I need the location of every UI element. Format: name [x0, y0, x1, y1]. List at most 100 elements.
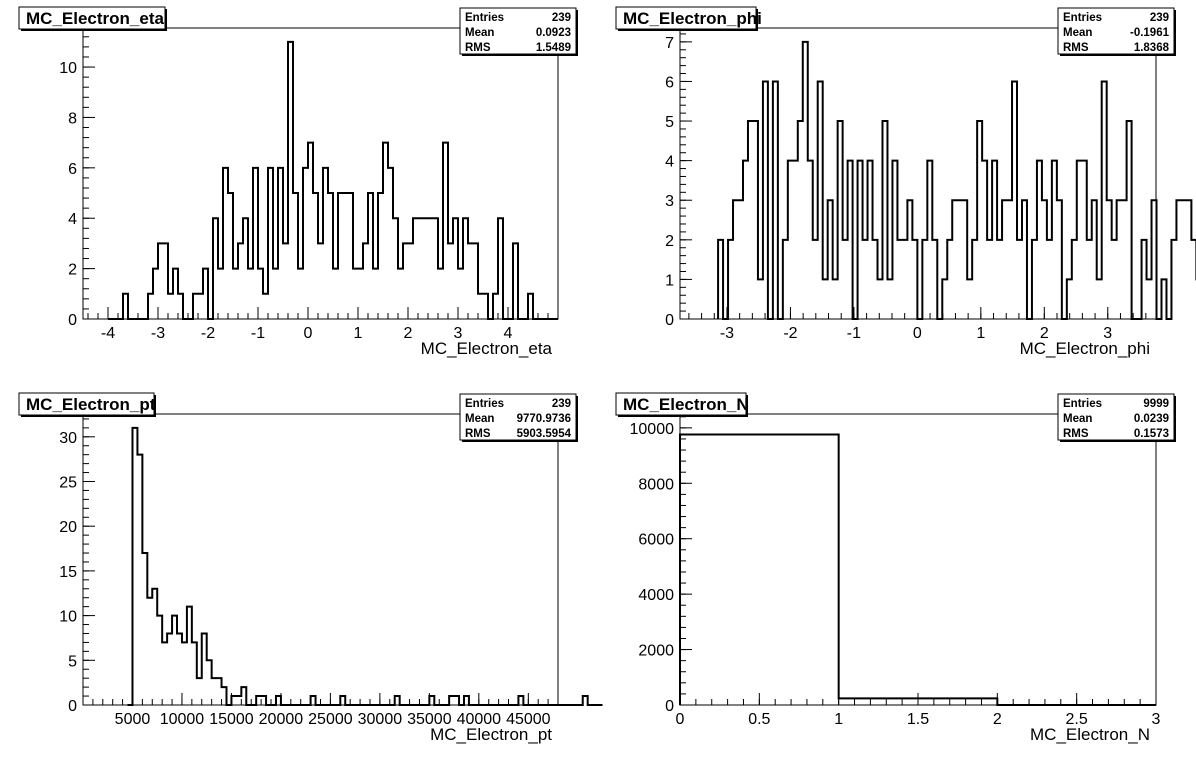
x-tick-label: -3 [720, 325, 734, 342]
stats-label: Mean [1063, 27, 1092, 39]
x-tick-label: -3 [151, 325, 165, 342]
plot-title: MC_Electron_phi [623, 9, 762, 28]
stats-value: 0.0923 [536, 27, 571, 39]
stats-value: 9999 [1143, 398, 1169, 410]
stats-label: Mean [1063, 413, 1092, 425]
stats-value: 5903.5954 [517, 428, 572, 440]
x-tick-label: -2 [783, 325, 797, 342]
histogram-series [108, 40, 558, 320]
plot-title-box: MC_Electron_phi [615, 6, 762, 31]
title-shadow [618, 29, 758, 31]
plot-title-box: MC_Electron_eta [18, 6, 167, 31]
stats-shadow [1174, 10, 1176, 56]
x-tick-label: -4 [101, 325, 115, 342]
x-tick-label: 25000 [308, 711, 353, 728]
x-tick-label: 15000 [209, 711, 254, 728]
y-tick-label: 0 [665, 698, 674, 715]
y-tick-label: 1 [665, 272, 674, 289]
y-tick-label: 15 [59, 564, 77, 581]
y-tick-label: 2 [68, 262, 77, 279]
y-tick-label: 6 [665, 74, 674, 91]
x-tick-label: 35000 [407, 711, 452, 728]
stats-frame [459, 393, 577, 441]
y-tick-label: 2000 [638, 643, 674, 660]
plot-title-box: MC_Electron_N [615, 392, 749, 417]
stats-box: Entries 239 Mean -0.1961 RMS 1.8368 [1057, 7, 1176, 56]
x-tick-label: -2 [201, 325, 215, 342]
title-shadow [165, 9, 167, 31]
title-shadow [154, 395, 156, 417]
stats-label: Entries [1063, 398, 1102, 410]
x-tick-label: 1 [976, 325, 985, 342]
y-tick-label: 30 [59, 430, 77, 447]
x-axis-title: MC_Electron_eta [421, 339, 553, 358]
x-axis-title: MC_Electron_N [1030, 725, 1150, 744]
stats-shadow [576, 10, 578, 56]
x-tick-label: 1.5 [907, 711, 929, 728]
x-tick-label: 30000 [358, 711, 403, 728]
x-tick-label: 3 [1152, 711, 1161, 728]
x-tick-label: 3 [1103, 325, 1112, 342]
x-tick-label: 0 [304, 325, 313, 342]
stats-shadow [462, 440, 578, 442]
stats-frame [1057, 7, 1175, 55]
y-tick-label: 6 [68, 161, 77, 178]
stats-box: Entries 239 Mean 9770.9736 RMS 5903.5954 [459, 393, 578, 442]
stats-label: Mean [465, 413, 494, 425]
plot-title: MC_Electron_eta [26, 9, 164, 28]
stats-label: Entries [465, 398, 504, 410]
y-tick-label: 0 [68, 698, 77, 715]
x-tick-label: 5000 [115, 711, 151, 728]
y-tick-label: 5 [68, 653, 77, 670]
x-tick-label: 1 [834, 711, 843, 728]
stats-label: Entries [465, 12, 504, 24]
y-tick-label: 2 [665, 233, 674, 250]
histogram-pad-3: 0 5 10 15 20 25 30 5000 10000 15000 20000 25000 3000… [18, 392, 603, 744]
stats-value: 1.8368 [1134, 42, 1170, 54]
stats-label: RMS [465, 428, 491, 440]
stats-shadow [576, 396, 578, 442]
x-tick-label: 2 [1040, 325, 1049, 342]
stats-value: -0.1961 [1130, 27, 1170, 39]
y-tick-label: 8000 [638, 476, 674, 493]
stats-value: 239 [552, 12, 571, 24]
stats-box: Entries 9999 Mean 0.0239 RMS 0.1573 [1057, 393, 1176, 442]
title-shadow [618, 415, 748, 417]
y-tick-label: 0 [68, 312, 77, 329]
x-axis-title: MC_Electron_phi [1020, 339, 1150, 358]
y-tick-label: 5 [665, 114, 674, 131]
plot-frame [82, 27, 559, 320]
y-tick-label: 10 [59, 609, 77, 626]
x-tick-label: 2 [993, 711, 1002, 728]
y-tick-label: 4000 [638, 587, 674, 604]
stats-shadow [462, 54, 578, 56]
x-tick-label: 0 [913, 325, 922, 342]
y-tick-label: 8 [68, 110, 77, 127]
x-tick-label: 2.5 [1066, 711, 1088, 728]
stats-value: 0.0239 [1134, 413, 1169, 425]
y-tick-label: 7 [665, 35, 674, 52]
x-tick-label: 4 [504, 325, 513, 342]
y-tick-label: 0 [665, 312, 674, 329]
stats-box: Entries 239 Mean 0.0923 RMS 1.5489 [459, 7, 578, 56]
stats-label: RMS [1063, 42, 1089, 54]
y-tick-label: 25 [59, 474, 77, 491]
stats-value: 0.1573 [1134, 428, 1169, 440]
y-tick-label: 3 [665, 193, 674, 210]
stats-value: 239 [552, 398, 571, 410]
stats-label: RMS [1063, 428, 1089, 440]
stats-label: Entries [1063, 12, 1102, 24]
stats-shadow [1174, 396, 1176, 442]
x-tick-label: 0 [676, 711, 685, 728]
x-tick-label: 0.5 [748, 711, 770, 728]
plot-title: MC_Electron_N [623, 395, 749, 414]
x-tick-label: 40000 [457, 711, 502, 728]
title-shadow [746, 395, 748, 417]
stats-label: Mean [465, 27, 494, 39]
y-tick-label: 4 [68, 211, 77, 228]
x-tick-label: -1 [847, 325, 861, 342]
x-tick-label: -1 [251, 325, 265, 342]
